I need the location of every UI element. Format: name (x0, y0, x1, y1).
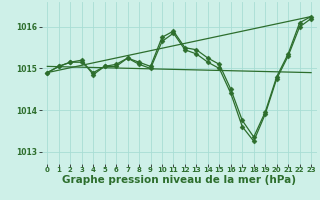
X-axis label: Graphe pression niveau de la mer (hPa): Graphe pression niveau de la mer (hPa) (62, 175, 296, 185)
